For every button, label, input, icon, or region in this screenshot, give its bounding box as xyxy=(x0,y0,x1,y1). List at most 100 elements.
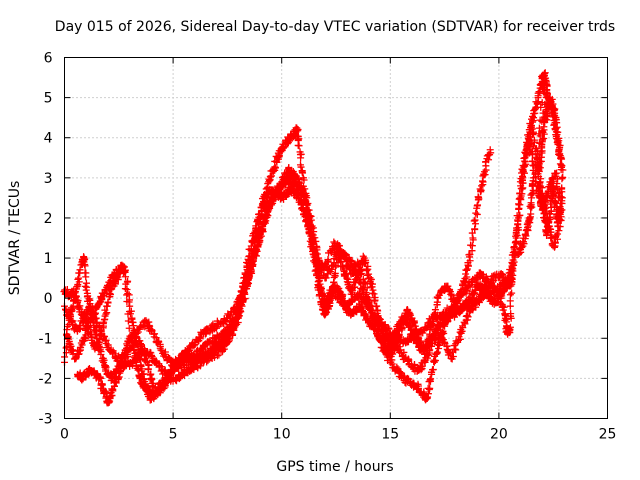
x-tick-label: 15 xyxy=(381,427,399,443)
data-point xyxy=(410,318,418,326)
data-point xyxy=(213,352,221,360)
data-point xyxy=(100,316,108,324)
data-point xyxy=(196,335,204,343)
data-point xyxy=(475,193,483,201)
data-point xyxy=(367,275,375,283)
data-point xyxy=(128,318,136,326)
data-point xyxy=(103,309,111,317)
data-point xyxy=(191,341,199,349)
x-tick-label: 5 xyxy=(169,427,178,443)
data-point xyxy=(426,376,434,384)
data-point xyxy=(195,334,203,342)
data-point xyxy=(104,341,112,349)
x-tick-label: 25 xyxy=(599,427,617,443)
data-point xyxy=(315,277,323,285)
data-point xyxy=(103,302,111,310)
data-point xyxy=(98,380,106,388)
data-point xyxy=(149,379,157,387)
data-point xyxy=(81,282,89,290)
data-point xyxy=(433,301,441,309)
data-point xyxy=(471,225,479,233)
data-point xyxy=(62,344,70,352)
data-point xyxy=(424,322,432,330)
data-point xyxy=(272,164,280,172)
data-point xyxy=(85,295,93,303)
data-point xyxy=(506,291,514,299)
data-point xyxy=(364,262,372,270)
y-tick-label: 3 xyxy=(44,171,53,187)
data-point xyxy=(486,146,494,154)
data-point xyxy=(415,331,423,339)
data-point xyxy=(147,376,155,384)
data-point xyxy=(466,250,474,258)
data-point xyxy=(144,365,152,373)
data-point xyxy=(470,217,478,225)
data-point xyxy=(132,340,140,348)
data-point xyxy=(97,348,105,356)
y-axis-label: SDTVAR / TECUs xyxy=(7,181,23,296)
data-point xyxy=(468,229,476,237)
data-point xyxy=(340,266,348,274)
data-point xyxy=(362,258,370,266)
y-tick-label: -1 xyxy=(39,331,53,347)
data-point xyxy=(463,273,471,281)
data-point xyxy=(476,185,484,193)
data-point xyxy=(508,289,516,297)
data-point xyxy=(553,169,561,177)
data-point xyxy=(67,312,75,320)
data-point xyxy=(266,173,274,181)
data-point xyxy=(472,209,480,217)
x-tick-label: 20 xyxy=(490,427,508,443)
data-point xyxy=(124,290,132,298)
data-point xyxy=(299,169,307,177)
data-point xyxy=(331,269,339,277)
data-points-layer xyxy=(60,69,567,407)
data-point xyxy=(468,242,476,250)
data-point xyxy=(275,153,283,161)
data-point xyxy=(474,201,482,209)
data-point xyxy=(368,283,376,291)
data-point xyxy=(143,357,151,365)
data-point xyxy=(95,322,103,330)
data-point xyxy=(69,288,77,296)
data-point xyxy=(122,273,130,281)
data-point xyxy=(371,297,379,305)
data-point xyxy=(295,142,303,150)
axis-layer: 0 5 10 15 20 25 -3 -2 -1 0 1 2 3 4 5 6 xyxy=(39,51,617,443)
data-point xyxy=(447,290,455,298)
data-point xyxy=(423,324,431,332)
data-point xyxy=(74,297,82,305)
data-point xyxy=(431,306,439,314)
data-point xyxy=(463,266,471,274)
x-axis-label: GPS time / hours xyxy=(276,459,393,475)
y-tick-label: 4 xyxy=(44,131,53,147)
y-tick-label: 5 xyxy=(44,91,53,107)
data-point xyxy=(426,384,434,392)
y-tick-label: 0 xyxy=(44,291,53,307)
y-tick-label: -2 xyxy=(39,371,53,387)
data-point xyxy=(279,144,287,152)
data-point xyxy=(370,290,378,298)
x-tick-label: 10 xyxy=(273,427,291,443)
data-point xyxy=(82,286,90,294)
data-point xyxy=(81,261,89,269)
data-point xyxy=(96,335,104,343)
data-point xyxy=(473,210,481,218)
data-point xyxy=(177,373,185,381)
data-point xyxy=(527,204,535,212)
data-point xyxy=(75,304,83,312)
y-tick-label: 6 xyxy=(44,51,53,67)
chart-title: Day 015 of 2026, Sidereal Day-to-day VTE… xyxy=(55,19,615,35)
y-tick-label: 1 xyxy=(44,251,53,267)
data-point xyxy=(297,163,305,171)
y-tick-label: -3 xyxy=(39,412,53,428)
data-point xyxy=(478,182,486,190)
data-point xyxy=(102,310,110,318)
x-tick-label: 0 xyxy=(60,427,69,443)
data-point xyxy=(102,365,110,373)
data-point xyxy=(101,333,109,341)
data-point xyxy=(479,178,487,186)
data-point xyxy=(471,216,479,224)
y-tick-label: 2 xyxy=(44,211,53,227)
